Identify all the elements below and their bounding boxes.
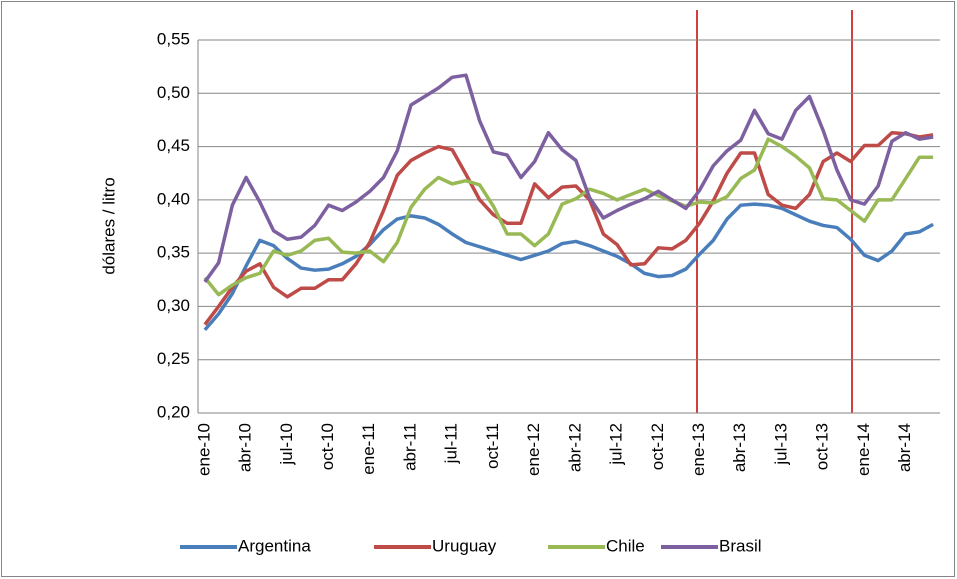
- y-tick-label: 0,30: [157, 296, 190, 315]
- x-tick-label: oct-13: [813, 423, 832, 470]
- y-tick-label: 0,45: [157, 136, 190, 155]
- y-tick-label: 0,40: [157, 189, 190, 208]
- x-tick-label: ene-11: [359, 423, 378, 475]
- x-tick-label: oct-10: [318, 423, 337, 470]
- x-tick-label: ene-14: [854, 423, 873, 476]
- x-tick-label: ene-10: [194, 423, 213, 476]
- x-tick-label: oct-11: [483, 423, 502, 469]
- x-tick-label: jul-10: [277, 423, 296, 466]
- series-line: [203, 202, 934, 332]
- x-tick-label: ene-13: [689, 423, 708, 476]
- x-tick-label: abr-12: [565, 423, 584, 472]
- y-tick-label: 0,50: [157, 83, 190, 102]
- x-tick-label: jul-13: [771, 423, 790, 466]
- y-tick-label: 0,55: [157, 29, 190, 48]
- x-tick-label: abr-10: [236, 423, 255, 472]
- series-line: [203, 137, 934, 297]
- legend-label: Brasil: [719, 536, 762, 555]
- legend-label: Argentina: [238, 536, 311, 555]
- legend-label: Chile: [606, 536, 645, 555]
- x-tick-label: abr-11: [400, 423, 419, 471]
- y-tick-label: 0,35: [157, 243, 190, 262]
- x-tick-label: jul-12: [607, 423, 626, 466]
- y-axis-label: dólares / litro: [99, 177, 118, 274]
- legend-label: Uruguay: [432, 536, 497, 555]
- series-line: [203, 130, 934, 326]
- x-tick-label: abr-14: [895, 423, 914, 472]
- x-tick-label: oct-12: [648, 423, 667, 470]
- x-tick-label: ene-12: [524, 423, 543, 476]
- x-tick-label: jul-11: [442, 423, 461, 464]
- x-tick-label: abr-13: [730, 423, 749, 472]
- y-tick-label: 0,20: [157, 402, 190, 421]
- series-line: [203, 73, 934, 283]
- y-tick-label: 0,25: [157, 349, 190, 368]
